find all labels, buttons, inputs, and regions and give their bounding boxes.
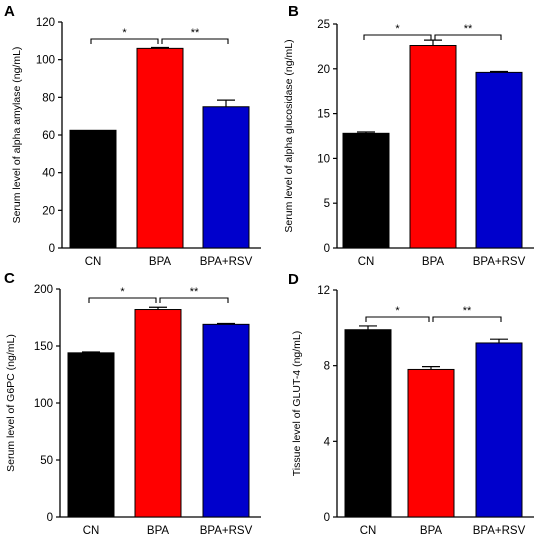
y-tick-label: 200 (34, 284, 53, 296)
panel-a: A 0 20 40 60 80 100 120 Serum level of alpha amy… (4, 3, 261, 268)
bar-bpa (409, 45, 457, 249)
x-category-label: BPA+RSV (473, 525, 526, 537)
x-category-label: BPA+RSV (473, 256, 526, 268)
panel-label: D (288, 271, 299, 288)
bar-cn (342, 132, 390, 249)
y-tick-label: 5 (324, 198, 330, 210)
significance-bracket (90, 38, 159, 44)
panel-label: A (4, 3, 15, 20)
y-tick-label: 0 (324, 243, 330, 255)
y-tick-label: 100 (34, 398, 53, 410)
bar-cn (344, 329, 392, 518)
y-tick-label: 50 (40, 455, 53, 467)
y-tick-label: 20 (42, 205, 55, 217)
y-tick-label: 80 (42, 92, 55, 104)
significance-label: * (120, 286, 125, 298)
y-tick-label: 4 (324, 436, 331, 448)
x-category-label: BPA (422, 256, 444, 268)
bar-cn (67, 352, 115, 518)
x-category-label: BPA (149, 256, 171, 268)
panel-label: B (288, 3, 299, 20)
x-category-label: CN (360, 525, 377, 537)
significance-label: * (395, 23, 400, 35)
y-tick-label: 20 (317, 64, 330, 76)
y-tick-label: 60 (42, 130, 55, 142)
y-tick-label: 120 (36, 17, 55, 29)
y-tick-label: 15 (317, 109, 330, 121)
significance-bracket (432, 316, 502, 322)
y-tick-label: 150 (34, 341, 53, 353)
significance-label: ** (191, 27, 200, 39)
significance-bracket (434, 34, 502, 40)
significance-bracket (88, 297, 157, 303)
panel-d: D 0 4 8 12 Tissue level of GLUT-4 (ng/mL) CN BP… (288, 271, 534, 537)
x-category-label: BPA+RSV (200, 256, 253, 268)
y-axis-title: Tissue level of GLUT-4 (ng/mL) (291, 331, 303, 477)
bar-bpa-plus-rsv (475, 71, 523, 249)
x-category-label: BPA (420, 525, 442, 537)
significance-bracket (159, 297, 229, 303)
x-category-label: CN (358, 256, 375, 268)
significance-label: ** (190, 286, 199, 298)
significance-label: * (395, 305, 400, 317)
bar-bpa (134, 309, 182, 518)
x-category-label: CN (83, 525, 100, 537)
x-category-label: BPA+RSV (200, 525, 253, 537)
panel-c: C 0 50 100 150 200 Serum level of G6PC (ng/mL)… (4, 270, 261, 537)
y-tick-label: 25 (317, 19, 330, 31)
bar-bpa-plus-rsv (475, 342, 523, 518)
y-tick-label: 8 (324, 361, 330, 373)
y-tick-label: 40 (42, 168, 55, 180)
y-axis-title: Serum level of alpha glucosidase (ng/mL) (283, 39, 295, 232)
bar-bpa-plus-rsv (202, 106, 250, 249)
y-tick-label: 100 (36, 55, 55, 67)
significance-label: ** (464, 23, 473, 35)
y-tick-label: 0 (47, 512, 53, 524)
y-tick-label: 12 (317, 285, 330, 297)
significance-label: ** (463, 305, 472, 317)
bar-cn (69, 129, 117, 249)
y-tick-label: 10 (317, 153, 330, 165)
bar-bpa-plus-rsv (202, 323, 250, 518)
significance-bracket (161, 38, 229, 44)
significance-label: * (122, 27, 127, 39)
y-axis-title: Serum level of G6PC (ng/mL) (5, 334, 17, 472)
y-axis-title: Serum level of alpha amylase (ng/mL) (11, 47, 23, 224)
x-category-label: BPA (147, 525, 169, 537)
y-tick-label: 0 (49, 243, 55, 255)
significance-bracket (365, 316, 430, 322)
bar-bpa (407, 368, 455, 518)
significance-bracket (363, 34, 432, 40)
bar-bpa (136, 47, 184, 249)
y-tick-label: 0 (324, 512, 330, 524)
panel-b: B 0 5 10 15 20 25 Serum level of alpha glucosid… (283, 3, 534, 268)
panel-label: C (4, 270, 15, 287)
x-category-label: CN (85, 256, 102, 268)
